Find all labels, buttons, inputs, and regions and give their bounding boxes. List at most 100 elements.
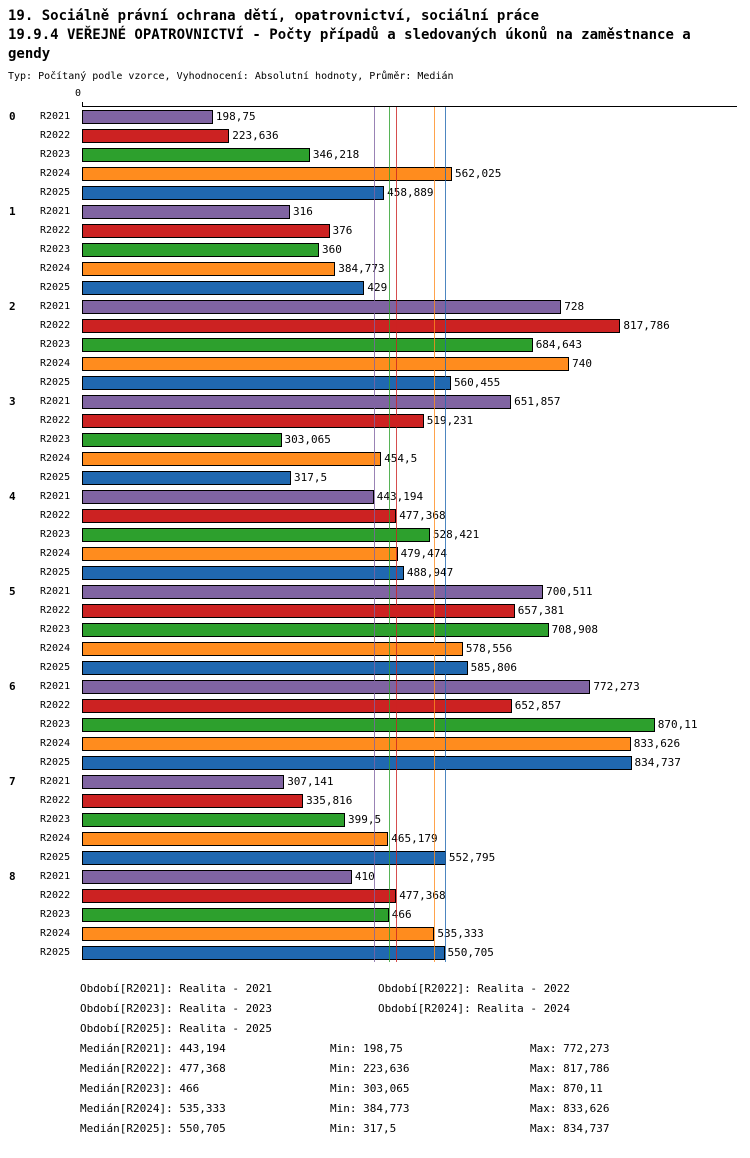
bar-value-label: 528,421 — [432, 528, 480, 541]
series-label: R2025 — [40, 377, 71, 388]
bar-1-R2023 — [82, 242, 319, 257]
series-label: R2024 — [40, 168, 71, 179]
bar-6-R2021 — [82, 679, 591, 694]
bar-value-label: 833,626 — [633, 737, 681, 750]
series-label: R2021 — [40, 396, 71, 407]
bar-track: 817,786 — [82, 318, 737, 333]
series-label: R2024 — [40, 358, 71, 369]
bar-track: 303,065 — [82, 432, 737, 447]
bar-value-label: 479,474 — [400, 547, 447, 560]
series-label: R2024 — [40, 833, 71, 844]
legend-stat: Medián[R2024]: 535,333 — [80, 1101, 226, 1115]
bar-value-label: 562,025 — [454, 167, 502, 180]
bar-value-label: 335,816 — [306, 794, 353, 807]
chart-row: 8 R2021 410 — [8, 867, 737, 886]
legend-period: Období[R2025]: Realita - 2025 — [80, 1021, 273, 1035]
chart-row: R2025 834,737 — [8, 753, 737, 772]
bar-track: 535,333 — [82, 926, 737, 941]
series-label: R2023 — [40, 719, 71, 730]
bar-1-R2024 — [82, 261, 336, 276]
chart-row: R2024 562,025 — [8, 164, 737, 183]
series-label: R2024 — [40, 738, 71, 749]
legend-stat: Max: 772,273 — [530, 1041, 610, 1055]
chart-row: R2025 458,889 — [8, 183, 737, 202]
chart-row: R2023 466 — [8, 905, 737, 924]
series-label: R2021 — [40, 491, 71, 502]
bar-track: 657,381 — [82, 603, 737, 618]
bar-2-R2022 — [82, 318, 621, 333]
series-label: R2021 — [40, 301, 71, 312]
series-label: R2023 — [40, 909, 71, 920]
bar-6-R2025 — [82, 755, 632, 770]
series-label: R2025 — [40, 662, 71, 673]
bar-value-label: 535,333 — [437, 927, 484, 940]
chart-row: R2022 335,816 — [8, 791, 737, 810]
legend-stat-row: Medián[R2025]: 550,705 Min: 317,5 Max: 834… — [80, 1118, 750, 1138]
bar-value-label: 651,857 — [514, 395, 561, 408]
legend-stat: Medián[R2023]: 466 — [80, 1081, 200, 1095]
bar-track: 728 — [82, 299, 737, 314]
legend-stat-row: Medián[R2024]: 535,333 Min: 384,773 Max: 8… — [80, 1098, 750, 1118]
bar-track: 429 — [82, 280, 737, 295]
bar-value-label: 740 — [572, 357, 592, 370]
bar-1-R2022 — [82, 223, 330, 238]
report-title-line3: gendy — [8, 46, 51, 62]
chart-row: R2023 708,908 — [8, 620, 737, 639]
bar-0-R2025 — [82, 185, 385, 200]
bar-value-label: 708,908 — [551, 623, 599, 636]
chart-row: R2022 652,857 — [8, 696, 737, 715]
series-label: R2021 — [40, 871, 71, 882]
bar-track: 562,025 — [82, 166, 737, 181]
series-label: R2022 — [40, 795, 71, 806]
chart-row: R2023 399,5 — [8, 810, 737, 829]
bar-value-label: 376 — [332, 224, 353, 237]
chart-row: R2022 519,231 — [8, 411, 737, 430]
chart-row: R2025 429 — [8, 278, 737, 297]
legend-stat: Min: 223,636 — [330, 1061, 410, 1075]
bar-track: 578,556 — [82, 641, 737, 656]
series-label: R2022 — [40, 890, 71, 901]
series-label: R2021 — [40, 681, 71, 692]
legend-stat-row: Medián[R2021]: 443,194 Min: 198,75 Max: 77… — [80, 1038, 750, 1058]
bar-track: 454,5 — [82, 451, 737, 466]
bar-value-label: 560,455 — [453, 376, 501, 389]
chart-row: R2024 740 — [8, 354, 737, 373]
group-label: 3 — [9, 395, 16, 408]
bar-6-R2023 — [82, 717, 655, 732]
bar-6-R2022 — [82, 698, 512, 713]
bar-track: 550,705 — [82, 945, 737, 960]
series-label: R2023 — [40, 529, 71, 540]
x-axis: 0 — [8, 88, 737, 107]
axis-spacer — [8, 92, 82, 107]
chart-row: R2025 488,947 — [8, 563, 737, 582]
bar-value-label: 346,218 — [312, 148, 360, 161]
series-label: R2025 — [40, 187, 71, 198]
report-header: 19. Sociálně právní ochrana dětí, opatro… — [0, 0, 750, 82]
series-label: R2022 — [40, 415, 71, 426]
bar-8-R2024 — [82, 926, 435, 941]
series-label: R2021 — [40, 776, 71, 787]
chart-row: 7 R2021 307,141 — [8, 772, 737, 791]
bar-track: 552,795 — [82, 850, 737, 865]
group-label: 6 — [9, 680, 16, 693]
legend-stat: Max: 834,737 — [530, 1121, 610, 1135]
bar-value-label: 307,141 — [287, 775, 334, 788]
legend-stat: Max: 817,786 — [530, 1061, 610, 1075]
bar-value-label: 198,75 — [215, 110, 256, 123]
chart-row: R2022 817,786 — [8, 316, 737, 335]
bar-2-R2024 — [82, 356, 570, 371]
bar-value-label: 817,786 — [623, 319, 670, 332]
bar-value-label: 384,773 — [338, 262, 385, 275]
plot-area: 0 R2021 198,75 R2022 223,636 R2023 346,218 R202… — [8, 107, 737, 962]
series-label: R2024 — [40, 928, 71, 939]
group-label: 4 — [9, 490, 16, 503]
series-label: R2025 — [40, 282, 71, 293]
bar-value-label: 728 — [564, 300, 585, 313]
series-label: R2022 — [40, 130, 71, 141]
bar-5-R2025 — [82, 660, 468, 675]
bar-value-label: 360 — [321, 243, 342, 256]
legend-period-row: Období[R2023]: Realita - 2023 Období[R202… — [80, 998, 750, 1018]
bar-value-label: 519,231 — [426, 414, 474, 427]
bar-value-label: 700,511 — [546, 585, 593, 598]
chart-row: 6 R2021 772,273 — [8, 677, 737, 696]
